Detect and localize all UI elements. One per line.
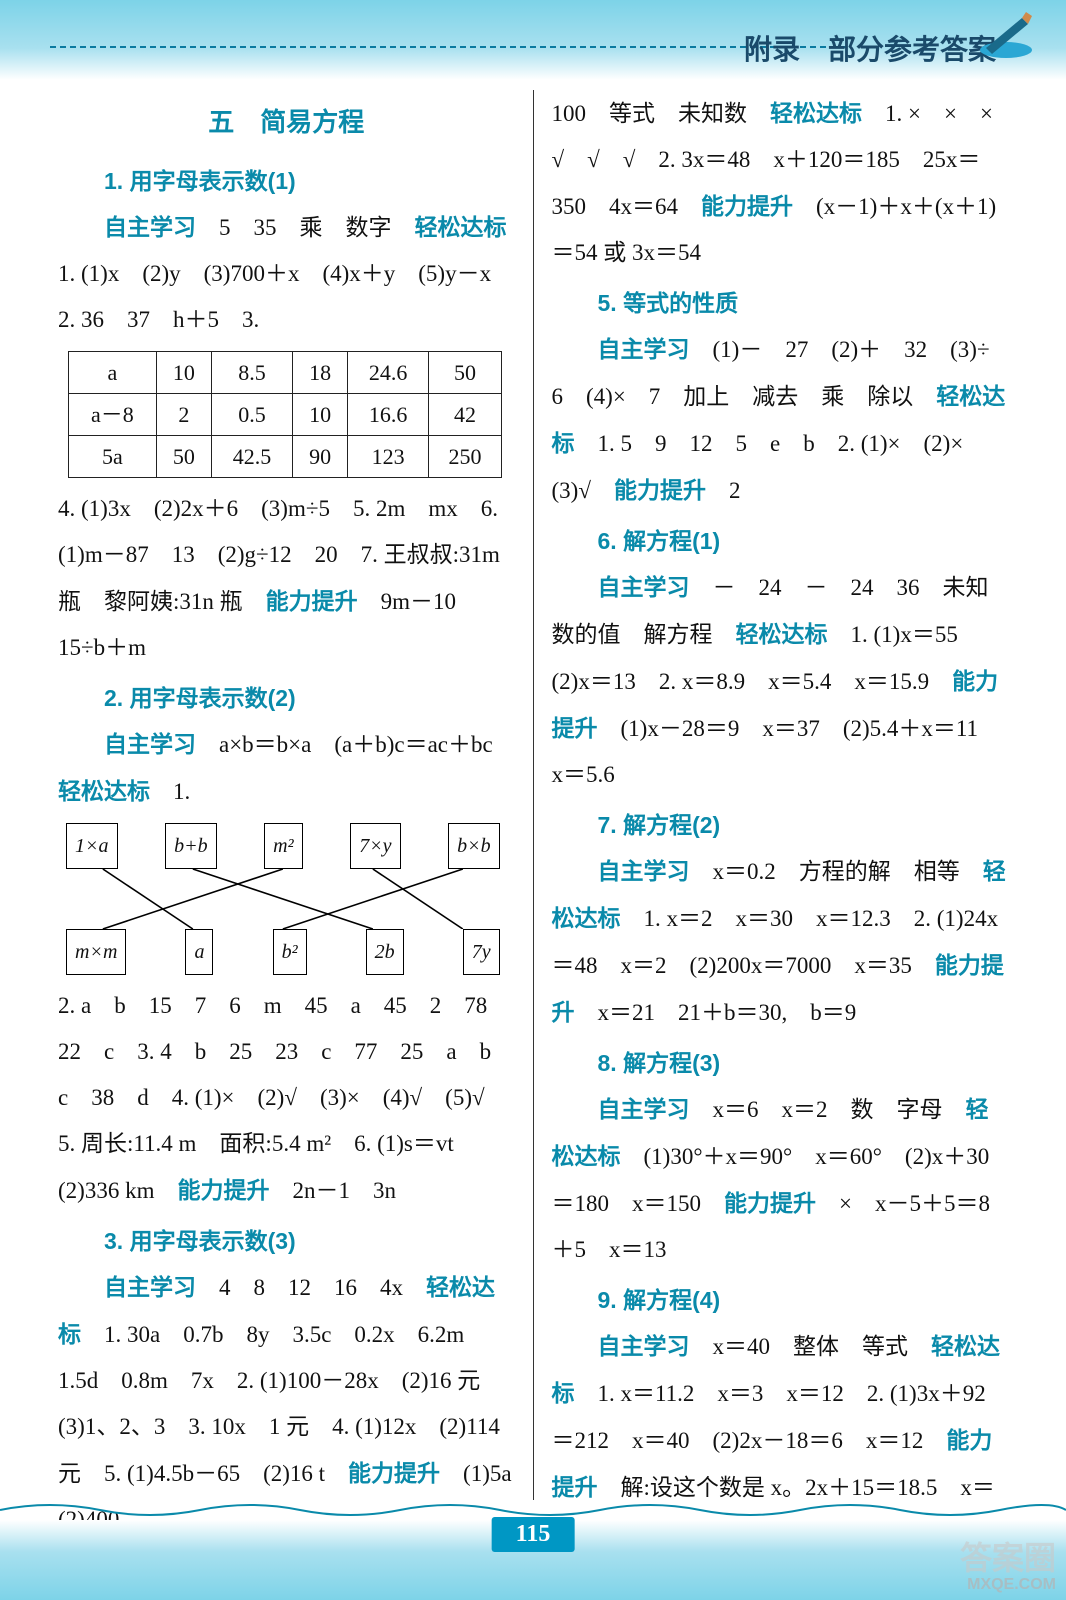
- watermark: 答案圈 MXQE.COM: [960, 1541, 1056, 1594]
- section-3-head: 3. 用字母表示数(3): [58, 1218, 515, 1264]
- section-2-head: 2. 用字母表示数(2): [58, 675, 515, 721]
- s8-t1: x＝6 x＝2 数 字母: [690, 1097, 966, 1122]
- chapter-title: 五 简易方程: [58, 96, 515, 148]
- cell: 0.5: [211, 394, 292, 436]
- s2-p2: 2. a b 15 7 6 m 45 a 45 2 78 22 c 3. 4 b…: [58, 983, 515, 1214]
- table-row: 5a 50 42.5 90 123 250: [69, 436, 502, 478]
- s1-table: a 10 8.5 18 24.6 50 a－8 2 0.5 10 16.6 42…: [68, 351, 502, 478]
- r-t1: 100 等式 未知数: [552, 101, 771, 126]
- dbox: m×m: [66, 929, 126, 975]
- cell: 5a: [69, 436, 157, 478]
- keyword-nlts: 能力提升: [614, 477, 706, 503]
- dbox: a: [185, 929, 213, 975]
- keyword-zzxx: 自主学习: [598, 1096, 690, 1122]
- s3-t1: 4 8 12 16 4x: [196, 1275, 426, 1300]
- page-number-badge: 115: [492, 1517, 575, 1552]
- keyword-nlts: 能力提升: [701, 193, 793, 219]
- cell: 123: [348, 436, 429, 478]
- diagram-top-row: 1×a b+b m² 7×y b×b: [66, 823, 500, 869]
- s6-p1: 自主学习 － 24 － 24 36 未知数的值 解方程 轻松达标 1. (1)x…: [552, 564, 1009, 798]
- cell: 18: [293, 352, 348, 394]
- keyword-qsdb: 轻松达标: [58, 778, 150, 804]
- cell: 50: [156, 436, 211, 478]
- s7-t3: x＝21 21＋b＝30, b＝9: [575, 1000, 857, 1025]
- s4-cont: 100 等式 未知数 轻松达标 1. × × × √ √ √ 2. 3x＝48 …: [552, 90, 1009, 276]
- keyword-nlts: 能力提升: [724, 1190, 816, 1216]
- s5-t3: 2: [706, 478, 741, 503]
- keyword-nlts: 能力提升: [177, 1177, 269, 1203]
- keyword-zzxx: 自主学习: [104, 731, 196, 757]
- section-9-head: 9. 解方程(4): [552, 1277, 1009, 1323]
- s2-p1: 自主学习 a×b＝b×a (a＋b)c＝ac＋bc 轻松达标 1.: [58, 721, 515, 815]
- s9-t2: 1. x＝11.2 x＝3 x＝12 2. (1)3x＋92＝212 x＝40 …: [552, 1381, 986, 1453]
- s2-t1: a×b＝b×a (a＋b)c＝ac＋bc: [196, 732, 516, 757]
- keyword-zzxx: 自主学习: [104, 214, 196, 240]
- cell: 50: [429, 352, 501, 394]
- keyword-zzxx: 自主学习: [598, 574, 690, 600]
- dbox: 7y: [463, 929, 500, 975]
- section-6-head: 6. 解方程(1): [552, 518, 1009, 564]
- keyword-qsdb: 轻松达标: [415, 214, 507, 240]
- right-column: 100 等式 未知数 轻松达标 1. × × × √ √ √ 2. 3x＝48 …: [534, 90, 1017, 1500]
- s1-t1: 5 35 乘 数字: [196, 215, 415, 240]
- diagram-bottom-row: m×m a b² 2b 7y: [66, 929, 500, 975]
- section-5-head: 5. 等式的性质: [552, 280, 1009, 326]
- s7-p1: 自主学习 x＝0.2 方程的解 相等 轻松达标 1. x＝2 x＝30 x＝12…: [552, 848, 1009, 1036]
- diagram-lines: [66, 869, 500, 929]
- cell: 90: [293, 436, 348, 478]
- cell: 250: [429, 436, 501, 478]
- keyword-nlts: 能力提升: [348, 1460, 440, 1486]
- keyword-zzxx: 自主学习: [598, 1333, 690, 1359]
- s7-t1: x＝0.2 方程的解 相等: [690, 859, 983, 884]
- cell: 24.6: [348, 352, 429, 394]
- keyword-qsdb: 轻松达标: [770, 100, 862, 126]
- dbox: 2b: [366, 929, 404, 975]
- dbox: 7×y: [350, 823, 400, 869]
- cell: 42: [429, 394, 501, 436]
- table-row: a 10 8.5 18 24.6 50: [69, 352, 502, 394]
- keyword-nlts: 能力提升: [266, 588, 358, 614]
- table-row: a－8 2 0.5 10 16.6 42: [69, 394, 502, 436]
- keyword-zzxx: 自主学习: [598, 858, 690, 884]
- s8-p1: 自主学习 x＝6 x＝2 数 字母 轻松达标 (1)30°＋x＝90° x＝60…: [552, 1086, 1009, 1273]
- cell: 8.5: [211, 352, 292, 394]
- s1-p1: 自主学习 5 35 乘 数字 轻松达标 1. (1)x (2)y (3)700＋…: [58, 204, 515, 343]
- section-7-head: 7. 解方程(2): [552, 802, 1009, 848]
- dbox: m²: [264, 823, 302, 869]
- content-area: 五 简易方程 1. 用字母表示数(1) 自主学习 5 35 乘 数字 轻松达标 …: [50, 90, 1016, 1500]
- dbox: b+b: [165, 823, 217, 869]
- section-1-head: 1. 用字母表示数(1): [58, 158, 515, 204]
- cell: 16.6: [348, 394, 429, 436]
- keyword-zzxx: 自主学习: [104, 1274, 196, 1300]
- cell: a－8: [69, 394, 157, 436]
- dbox: b²: [273, 929, 307, 975]
- watermark-small: MXQE.COM: [960, 1576, 1056, 1594]
- s2-t4: 2n－1 3n: [269, 1178, 396, 1203]
- s2-t2: 1.: [150, 779, 190, 804]
- page: 附录 部分参考答案 五 简易方程 1. 用字母表示数(1) 自主学习 5 35 …: [0, 0, 1066, 1600]
- s5-p1: 自主学习 (1)－ 27 (2)＋ 32 (3)÷ 6 (4)× 7 加上 减去…: [552, 326, 1009, 514]
- cell: 10: [293, 394, 348, 436]
- pencil-icon: [976, 10, 1036, 60]
- cell: 42.5: [211, 436, 292, 478]
- watermark-big: 答案圈: [960, 1540, 1056, 1576]
- cell: 2: [156, 394, 211, 436]
- dbox: b×b: [448, 823, 500, 869]
- s1-p2: 4. (1)3x (2)2x＋6 (3)m÷5 5. 2m mx 6. (1)m…: [58, 486, 515, 671]
- s6-t3: (1)x－28＝9 x＝37 (2)5.4＋x＝11 x＝5.6: [552, 716, 1002, 787]
- cell: a: [69, 352, 157, 394]
- dbox: 1×a: [66, 823, 118, 869]
- s9-t1: x＝40 整体 等式: [690, 1334, 932, 1359]
- header-divider: [50, 46, 846, 48]
- section-8-head: 8. 解方程(3): [552, 1040, 1009, 1086]
- keyword-zzxx: 自主学习: [598, 336, 690, 362]
- s2-t3: 2. a b 15 7 6 m 45 a 45 2 78 22 c 3. 4 b…: [58, 993, 514, 1203]
- cell: 10: [156, 352, 211, 394]
- left-column: 五 简易方程 1. 用字母表示数(1) 自主学习 5 35 乘 数字 轻松达标 …: [50, 90, 534, 1500]
- matching-diagram: 1×a b+b m² 7×y b×b m×m: [66, 823, 500, 975]
- keyword-qsdb: 轻松达标: [736, 621, 828, 647]
- appendix-title: 附录 部分参考答案: [744, 28, 996, 68]
